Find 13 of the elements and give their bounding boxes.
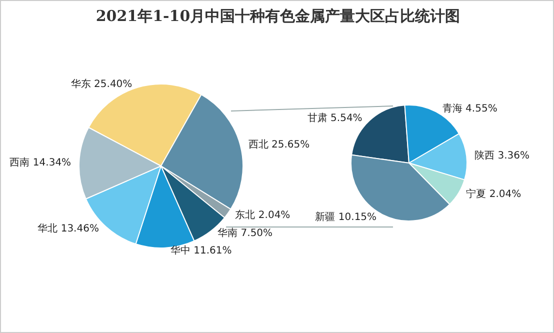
slice-label: 西南 14.34% bbox=[10, 156, 72, 168]
slice-label: 宁夏 2.04% bbox=[466, 188, 522, 200]
slice-label: 西北 25.65% bbox=[248, 138, 310, 150]
slice-label: 华中 11.61% bbox=[170, 244, 232, 256]
slice-label: 甘肃 5.54% bbox=[307, 112, 362, 124]
chart-title: 2021年1-10月中国十种有色金属产量大区占比统计图 bbox=[94, 7, 462, 26]
slice-label: 东北 2.04% bbox=[235, 208, 290, 221]
slice-label: 华北 13.46% bbox=[38, 222, 99, 235]
slice-label: 华东 25.40% bbox=[70, 78, 132, 90]
slice-label: 华南 7.50% bbox=[218, 227, 273, 240]
slice-label: 新疆 10.15% bbox=[315, 210, 377, 223]
slice-label: 陕西 3.36% bbox=[474, 149, 530, 162]
slice-label: 青海 4.55% bbox=[442, 102, 498, 115]
